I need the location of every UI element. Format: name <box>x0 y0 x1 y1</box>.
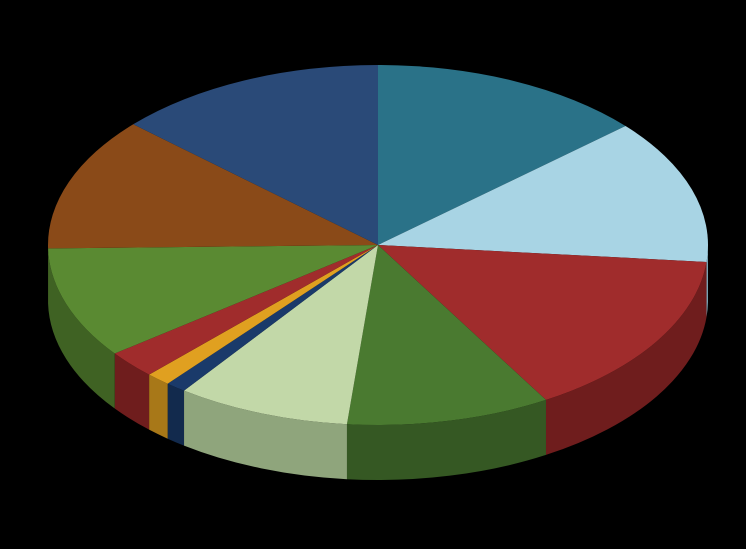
pie-chart-3d <box>0 0 746 549</box>
slice-navythin-side <box>168 384 184 446</box>
slice-orange-side <box>149 375 168 439</box>
